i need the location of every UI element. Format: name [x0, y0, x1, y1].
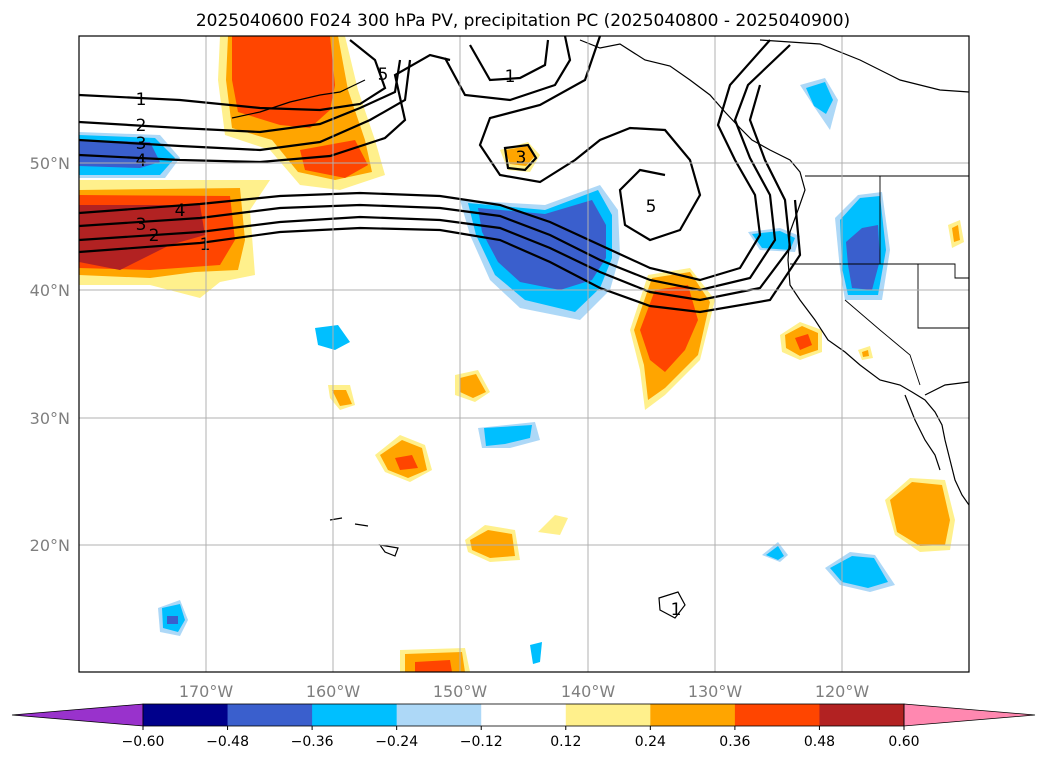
map-frame [78, 35, 970, 673]
pv-contour-line [79, 53, 451, 164]
precip-area [890, 482, 950, 546]
border-path [844, 299, 921, 386]
coastline-path [231, 79, 366, 119]
precip-area [484, 425, 532, 446]
precip-area [415, 660, 452, 672]
pv-contour-line [478, 36, 702, 242]
lon-tick-label: 130°W [688, 682, 743, 701]
precip-area [766, 546, 784, 560]
colorbar-tick-label: −0.24 [375, 734, 418, 750]
pv-contour-line [469, 39, 550, 82]
colorbar-tick-label: −0.12 [460, 734, 503, 750]
coastline-path [759, 39, 969, 93]
colorbar-tick-label: 0.60 [888, 734, 919, 750]
contour-label: 2 [149, 226, 160, 246]
precip-area [460, 374, 486, 398]
colorbar-tick-label: 0.36 [719, 734, 750, 750]
coastline-path [658, 591, 686, 619]
contour-label: 1 [671, 600, 682, 620]
gridlines [79, 36, 969, 672]
lon-tick-label: 140°W [561, 682, 616, 701]
contour-label: 2 [136, 116, 147, 136]
pv-contour-line [444, 36, 572, 102]
coastline-path [924, 381, 969, 396]
contour-label: 3 [136, 134, 147, 154]
lon-tick-label: 160°W [306, 682, 361, 701]
contour-label: 1 [200, 235, 211, 255]
pv-contour-line [79, 59, 412, 152]
colorbar: −0.60 −0.48 −0.36 −0.24 −0.12 0.12 0.24 0.36 0.4… [11, 703, 1036, 750]
precip-area [952, 225, 960, 242]
pv-contour-line [79, 199, 802, 314]
precip-area [846, 225, 880, 290]
precip-area [395, 455, 418, 470]
coastline-path [904, 394, 941, 471]
colorbar-segment [819, 704, 905, 726]
precip-area [167, 616, 178, 624]
colorbar-segment [481, 704, 567, 726]
pv-contour-line [79, 84, 792, 302]
precip-area [795, 334, 812, 350]
colorbar-frame [142, 703, 905, 727]
coastline-path [329, 517, 399, 557]
colorbar-segment [565, 704, 651, 726]
precip-area [862, 350, 869, 357]
precip-area [332, 390, 352, 406]
colorbar-extend-high [903, 703, 1036, 727]
contour-label: 4 [175, 201, 186, 221]
map-title: 2025040600 F024 300 hPa PV, precipitatio… [196, 11, 850, 31]
contour-label: 5 [378, 65, 389, 85]
political-borders [790, 175, 969, 386]
pv-contour-line [79, 59, 402, 134]
precip-area [232, 36, 335, 128]
map-panel: 1 2 3 4 4 3 2 1 5 1 3 5 1 [78, 35, 970, 673]
colorbar-segment [650, 704, 736, 726]
longitude-labels: 170°W 160°W 150°W 140°W 130°W 120°W [179, 682, 870, 701]
precip-area [806, 82, 833, 114]
colorbar-segment [734, 704, 820, 726]
colorbar-segment [396, 704, 482, 726]
lat-tick-label: 40°N [30, 281, 70, 300]
pv-contour-line [79, 39, 387, 112]
colorbar-tick-label: 0.12 [550, 734, 581, 750]
pv-contour-line [503, 143, 538, 172]
border-path [790, 263, 969, 279]
precip-area [79, 205, 205, 270]
colorbar-tick-label: −0.48 [206, 734, 249, 750]
lat-tick-label: 30°N [30, 409, 70, 428]
contour-label: 3 [136, 215, 147, 235]
contour-label: 1 [136, 90, 147, 110]
precip-area [830, 556, 888, 588]
precip-area [505, 146, 535, 166]
precip-area [79, 140, 160, 168]
colorbar-extend-low [11, 703, 144, 727]
contour-label: 3 [516, 148, 527, 168]
lat-tick-label: 50°N [30, 154, 70, 173]
lat-tick-label: 20°N [30, 536, 70, 555]
latitude-labels: 50°N 40°N 30°N 20°N [30, 154, 70, 555]
colorbar-tick-label: −0.60 [122, 734, 165, 750]
contour-label: 5 [646, 197, 657, 217]
colorbar-tick-label: 0.24 [635, 734, 666, 750]
colorbar-tick-label: 0.48 [804, 734, 835, 750]
precip-area [530, 642, 542, 664]
map-background [79, 36, 969, 672]
lon-tick-label: 120°W [815, 682, 870, 701]
contour-label: 4 [136, 151, 147, 171]
precip-area [538, 515, 568, 535]
colorbar-tick-label: −0.36 [291, 734, 334, 750]
contour-label: 1 [505, 67, 516, 87]
lon-tick-label: 150°W [433, 682, 488, 701]
precip-area [470, 530, 515, 558]
colorbar-segment [227, 704, 313, 726]
lon-tick-label: 170°W [179, 682, 234, 701]
border-path [917, 264, 969, 329]
colorbar-segment [143, 704, 229, 726]
colorbar-segment [312, 704, 398, 726]
pv-contour-labels: 1 2 3 4 4 3 2 1 5 1 3 5 1 [136, 65, 682, 620]
